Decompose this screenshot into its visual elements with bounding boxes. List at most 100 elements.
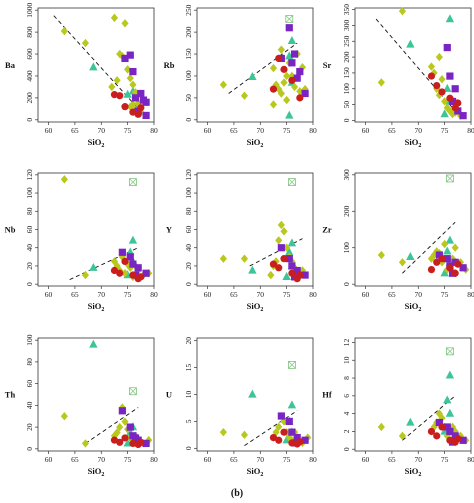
reference-box-marker bbox=[129, 387, 137, 396]
data-point-triangle bbox=[445, 408, 455, 417]
data-point-square bbox=[435, 251, 443, 259]
data-point-diamond bbox=[113, 428, 121, 437]
x-tick-label: 75 bbox=[124, 126, 132, 135]
x-tick-label: 80 bbox=[309, 455, 317, 464]
data-point-square bbox=[301, 89, 309, 98]
x-tick-label: 75 bbox=[441, 126, 449, 135]
data-point-square bbox=[137, 89, 145, 98]
data-point-square bbox=[435, 418, 443, 427]
x-tick-label: 75 bbox=[124, 455, 132, 464]
x-tick-label: 60 bbox=[204, 455, 212, 464]
data-point-diamond bbox=[269, 100, 278, 109]
data-point-square bbox=[277, 244, 285, 252]
data-point-square bbox=[121, 54, 129, 63]
y-tick-label: 20 bbox=[184, 337, 193, 345]
data-point-triangle bbox=[89, 262, 98, 271]
data-point-diamond bbox=[377, 78, 385, 87]
y-axis-label: Nb bbox=[5, 225, 16, 235]
y-tick-label: 50 bbox=[342, 101, 351, 109]
x-tick-label: 60 bbox=[362, 290, 370, 299]
x-tick-label: 80 bbox=[150, 290, 158, 299]
data-point-diamond bbox=[446, 106, 454, 116]
data-point-diamond bbox=[290, 82, 299, 92]
data-point-triangle bbox=[406, 39, 415, 48]
trend-line bbox=[244, 410, 298, 446]
data-point-square bbox=[290, 50, 299, 58]
data-point-diamond bbox=[277, 89, 285, 98]
y-tick-label: 120 bbox=[25, 169, 34, 181]
y-tick-label: 20 bbox=[25, 423, 34, 431]
data-point-triangle bbox=[248, 72, 257, 80]
data-point-circle bbox=[121, 103, 129, 111]
x-tick-label: 65 bbox=[230, 290, 238, 299]
x-tick-label: 70 bbox=[415, 290, 423, 299]
data-point-square bbox=[446, 72, 454, 80]
data-point-circle bbox=[288, 76, 296, 84]
y-tick-label: 200 bbox=[25, 92, 34, 104]
data-point-square bbox=[285, 255, 293, 263]
x-tick-label: 80 bbox=[150, 455, 158, 464]
plot-frame bbox=[37, 7, 155, 123]
plot-frame bbox=[354, 337, 472, 452]
data-point-diamond bbox=[129, 80, 137, 89]
y-tick-label: 100 bbox=[342, 83, 351, 95]
data-point-diamond bbox=[108, 82, 116, 92]
data-point-circle bbox=[275, 264, 283, 272]
x-tick-label: 75 bbox=[441, 455, 449, 464]
y-axis-label: Ba bbox=[5, 60, 16, 70]
x-axis-label: SiO2 bbox=[247, 301, 264, 313]
data-point-diamond bbox=[269, 63, 278, 73]
x-tick-label: 65 bbox=[71, 126, 79, 135]
x-tick-label: 75 bbox=[283, 126, 291, 135]
x-tick-label: 60 bbox=[45, 126, 53, 135]
data-point-diamond bbox=[81, 270, 90, 280]
data-point-triangle bbox=[285, 247, 294, 256]
data-point-square bbox=[296, 67, 304, 76]
data-point-diamond bbox=[398, 258, 407, 267]
data-point-square bbox=[134, 264, 142, 272]
data-point-circle bbox=[137, 438, 145, 446]
data-point-square bbox=[293, 74, 301, 82]
data-point-triangle bbox=[287, 400, 297, 409]
y-tick-label: 150 bbox=[342, 67, 351, 79]
data-point-circle bbox=[438, 423, 446, 431]
reference-box-marker bbox=[285, 15, 294, 23]
data-point-circle bbox=[275, 436, 283, 444]
data-point-circle bbox=[433, 258, 441, 266]
data-point-square bbox=[288, 428, 296, 436]
data-point-circle bbox=[280, 428, 288, 436]
data-point-diamond bbox=[110, 13, 119, 23]
panel-hf: 60 65 70 75 80 0 2 4 6 8 10 12 Hf SiO2 bbox=[322, 337, 474, 478]
data-point-triangle bbox=[443, 83, 452, 92]
trend-line bbox=[69, 247, 139, 281]
y-tick-label: 15 bbox=[184, 364, 193, 372]
y-tick-label: 250 bbox=[184, 4, 193, 16]
data-point-diamond bbox=[121, 19, 129, 28]
y-axis-label: Hf bbox=[322, 390, 332, 400]
data-point-diamond bbox=[448, 109, 457, 119]
y-tick-label: 6 bbox=[342, 394, 351, 398]
data-point-diamond bbox=[298, 62, 307, 72]
y-tick-label: 80 bbox=[184, 207, 193, 215]
y-tick-label: 0 bbox=[25, 118, 34, 122]
reference-box-marker bbox=[446, 347, 454, 356]
x-tick-label: 60 bbox=[362, 126, 370, 135]
data-point-square bbox=[129, 67, 137, 76]
y-tick-label: 8 bbox=[342, 376, 351, 380]
x-axis-label: SiO2 bbox=[88, 137, 105, 149]
data-point-square bbox=[126, 253, 134, 261]
data-point-square bbox=[446, 427, 454, 436]
y-axis-label: U bbox=[166, 390, 172, 400]
x-tick-label: 75 bbox=[124, 290, 132, 299]
data-point-triangle bbox=[287, 238, 297, 247]
y-tick-label: 40 bbox=[25, 401, 34, 409]
data-point-square bbox=[448, 97, 457, 106]
data-point-circle bbox=[275, 54, 283, 63]
data-point-circle bbox=[280, 65, 288, 73]
data-point-circle bbox=[137, 104, 145, 112]
data-point-square bbox=[301, 271, 309, 279]
x-axis-label: SiO2 bbox=[247, 137, 264, 149]
data-point-diamond bbox=[283, 95, 291, 105]
y-tick-label: 0 bbox=[184, 446, 193, 450]
data-point-diamond bbox=[283, 71, 291, 81]
